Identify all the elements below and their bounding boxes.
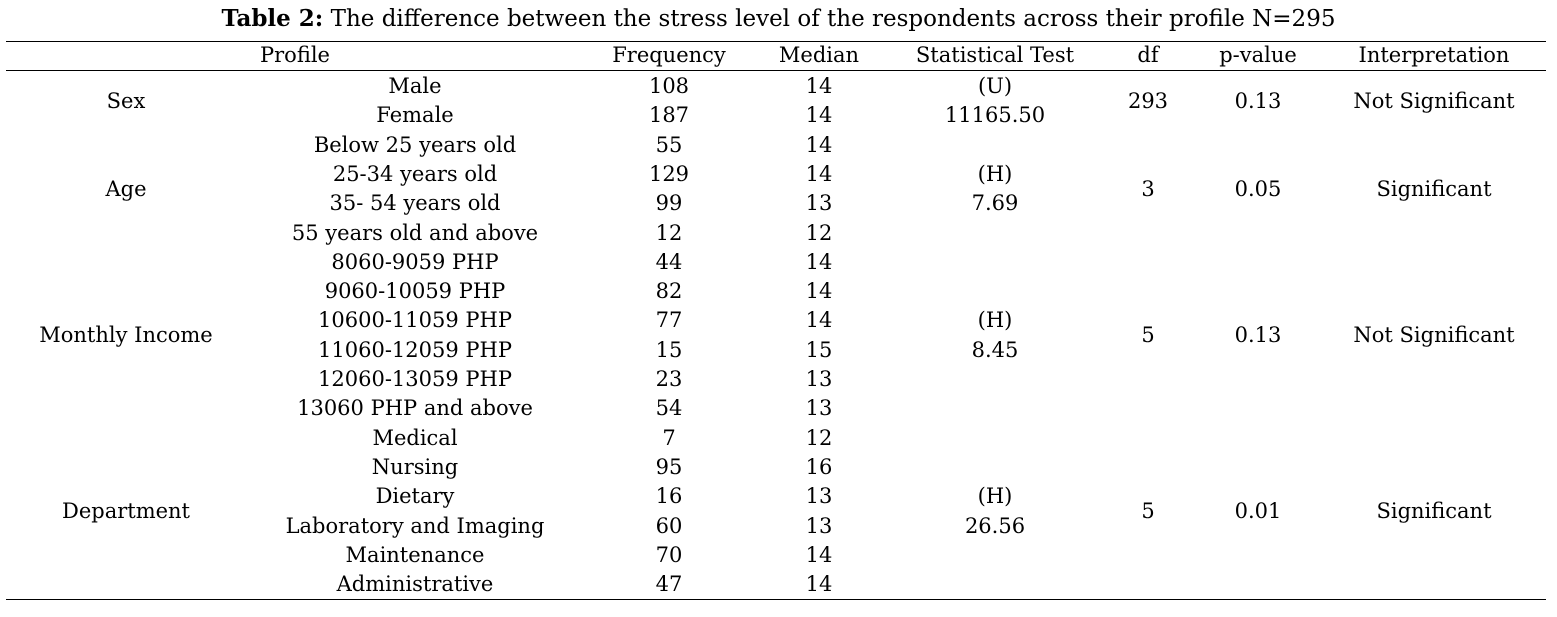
row-frequency: 7 — [662, 425, 676, 450]
row-frequency: 23 — [655, 367, 683, 391]
table-header-rule — [6, 70, 1546, 71]
row-frequency: 95 — [655, 454, 683, 479]
header-df: df — [1137, 43, 1159, 67]
row-frequency: 70 — [655, 542, 683, 567]
row-label: Administrative — [336, 572, 494, 597]
table-bottom-rule — [6, 599, 1546, 600]
row-median: 13 — [805, 191, 833, 216]
row-label: Female — [376, 103, 454, 128]
table-top-rule — [6, 41, 1546, 42]
row-median: 13 — [805, 396, 833, 421]
row-median: 13 — [805, 513, 833, 538]
row-label: Maintenance — [345, 542, 485, 567]
row-label: 35- 54 years old — [329, 191, 501, 216]
header-median: Median — [778, 43, 860, 67]
row-median: 14 — [805, 308, 833, 333]
row-median: 14 — [805, 74, 833, 98]
row-median: 14 — [805, 249, 833, 274]
group-df: 3 — [1141, 176, 1155, 201]
row-median: 14 — [805, 161, 833, 186]
table-caption-label: Table 2: — [221, 5, 324, 32]
row-label: 13060 PHP and above — [297, 396, 533, 421]
group-p-value: 0.13 — [1234, 88, 1282, 113]
group-test-value: 11165.50 — [944, 103, 1046, 128]
row-label: 10600-11059 PHP — [318, 308, 512, 333]
row-median: 14 — [805, 572, 833, 597]
group-profile: Age — [105, 176, 147, 201]
row-frequency: 44 — [655, 249, 683, 274]
group-test-type: (H) — [977, 484, 1013, 509]
row-median: 12 — [805, 425, 833, 450]
group-interpretation: Significant — [1376, 498, 1492, 523]
row-label: Nursing — [371, 454, 459, 479]
header-statistical-test: Statistical Test — [915, 43, 1075, 67]
row-frequency: 99 — [655, 191, 683, 216]
row-median: 15 — [805, 337, 833, 362]
row-label: 9060-10059 PHP — [324, 279, 506, 304]
group-interpretation: Not Significant — [1353, 323, 1515, 348]
row-frequency: 12 — [655, 220, 683, 245]
row-label: Dietary — [375, 484, 455, 509]
row-frequency: 15 — [655, 337, 683, 362]
row-median: 13 — [805, 367, 833, 391]
table-caption: Table 2: The difference between the stre… — [0, 4, 1557, 34]
row-median: 12 — [805, 220, 833, 245]
row-frequency: 54 — [655, 396, 683, 421]
group-test-type: (H) — [977, 161, 1013, 186]
group-p-value: 0.05 — [1234, 176, 1282, 201]
row-frequency: 47 — [655, 572, 683, 597]
group-df: 5 — [1141, 498, 1155, 523]
row-frequency: 129 — [648, 161, 690, 186]
group-test-value: 8.45 — [971, 337, 1019, 362]
group-interpretation: Not Significant — [1353, 88, 1515, 113]
row-label: 11060-12059 PHP — [318, 337, 512, 362]
group-p-value: 0.13 — [1234, 323, 1282, 348]
row-label: Below 25 years old — [313, 132, 517, 157]
group-p-value: 0.01 — [1234, 498, 1282, 523]
group-test-type: (U) — [977, 74, 1013, 98]
row-frequency: 77 — [655, 308, 683, 333]
row-frequency: 108 — [648, 74, 690, 98]
row-median: 14 — [805, 103, 833, 128]
row-median: 14 — [805, 279, 833, 304]
row-label: 55 years old and above — [291, 220, 539, 245]
header-frequency: Frequency — [612, 43, 726, 67]
row-label: 8060-9059 PHP — [331, 249, 499, 274]
group-test-value: 26.56 — [964, 513, 1026, 538]
group-df: 293 — [1127, 88, 1169, 113]
group-df: 5 — [1141, 323, 1155, 348]
row-label: Male — [388, 74, 442, 98]
group-interpretation: Significant — [1376, 176, 1492, 201]
row-label: 12060-13059 PHP — [318, 367, 512, 391]
row-label: 25-34 years old — [332, 161, 498, 186]
group-test-type: (H) — [977, 308, 1013, 333]
row-frequency: 82 — [655, 279, 683, 304]
row-frequency: 55 — [655, 132, 683, 157]
row-median: 14 — [805, 132, 833, 157]
header-interpretation: Interpretation — [1358, 43, 1510, 67]
row-frequency: 60 — [655, 513, 683, 538]
group-profile: Sex — [106, 88, 146, 113]
row-label: Laboratory and Imaging — [285, 513, 545, 538]
table-caption-text: The difference between the stress level … — [323, 6, 1336, 32]
group-test-value: 7.69 — [971, 191, 1019, 216]
header-p-value: p-value — [1219, 43, 1297, 67]
header-profile: Profile — [260, 43, 330, 67]
row-frequency: 16 — [655, 484, 683, 509]
row-median: 13 — [805, 484, 833, 509]
row-frequency: 187 — [648, 103, 690, 128]
row-label: Medical — [372, 425, 458, 450]
row-median: 14 — [805, 542, 833, 567]
group-profile: Department — [61, 498, 190, 523]
row-median: 16 — [805, 454, 833, 479]
group-profile: Monthly Income — [39, 323, 213, 348]
